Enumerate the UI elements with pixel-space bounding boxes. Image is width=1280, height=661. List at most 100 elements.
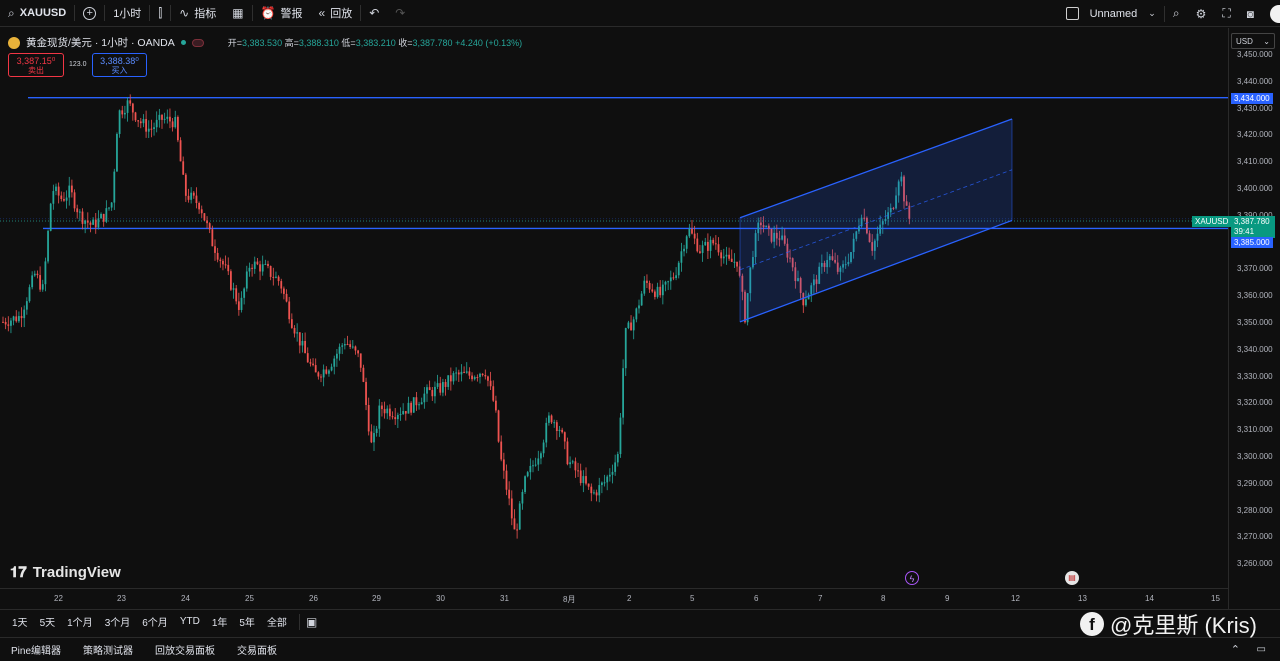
- undo-button[interactable]: ↶: [361, 0, 387, 27]
- candle-body: [333, 358, 336, 367]
- fullscreen-button[interactable]: ⛶: [1214, 0, 1238, 27]
- candle-body: [280, 281, 283, 289]
- candle-body: [791, 258, 794, 268]
- channel-upper-line: [739, 118, 1013, 219]
- candle-body: [391, 416, 394, 418]
- candle-body: [465, 371, 468, 373]
- gear-icon: ⚙: [1195, 6, 1207, 21]
- candle-body: [298, 332, 301, 346]
- legend-title[interactable]: 黄金现货/美元 · 1小时 · OANDA: [26, 37, 175, 49]
- candle-body: [71, 185, 73, 193]
- price-axis-label: 3,400.000: [1237, 184, 1273, 193]
- candle-body: [720, 252, 723, 259]
- candle-body: [868, 233, 871, 243]
- candle-body: [683, 248, 685, 252]
- candle-body: [614, 462, 617, 472]
- us-flag-event-icon[interactable]: ▤: [1065, 571, 1079, 585]
- candle-body: [166, 116, 169, 119]
- candle-body: [320, 376, 322, 378]
- bottom-tab[interactable]: Pine编辑器: [11, 646, 62, 657]
- top-toolbar: ⌕ XAUUSD + 1小时 ⫿ ∿ 指标 ▦ ⏰ 警报 « 回放 ↶ ↷ Un…: [0, 0, 1280, 27]
- flash-event-icon[interactable]: ϟ: [905, 571, 919, 585]
- candle-body: [495, 400, 497, 411]
- currency-select[interactable]: USD ⌄: [1231, 33, 1275, 49]
- bottom-tab[interactable]: 交易面板: [237, 646, 278, 657]
- gold-symbol-icon: [8, 36, 20, 49]
- maximize-panel-icon[interactable]: ▭: [1256, 644, 1266, 655]
- candle-body: [492, 386, 495, 401]
- candle-body: [145, 119, 147, 132]
- range-button[interactable]: 5年: [239, 618, 255, 629]
- replay-button[interactable]: « 回放: [311, 0, 361, 27]
- layout-name: Unnamed: [1089, 7, 1138, 20]
- price-chart[interactable]: [0, 28, 1228, 587]
- redo-button[interactable]: ↷: [387, 0, 413, 27]
- candle-body: [147, 128, 150, 132]
- price-axis-label: 3,430.000: [1237, 103, 1273, 113]
- candle-body: [4, 321, 7, 325]
- range-button[interactable]: 1天: [12, 618, 28, 629]
- range-button[interactable]: YTD: [179, 616, 200, 627]
- candle-body: [826, 260, 829, 268]
- candle-body: [608, 474, 611, 477]
- candle-body: [142, 119, 145, 124]
- candle-body: [113, 171, 116, 203]
- quick-search-button[interactable]: ⌕: [1165, 0, 1188, 27]
- range-button[interactable]: 全部: [266, 618, 287, 629]
- chart-type-button[interactable]: ⫿: [150, 0, 170, 27]
- range-button[interactable]: 5天: [39, 618, 56, 629]
- candle-body: [23, 309, 26, 319]
- candle-body: [73, 192, 76, 209]
- candle-body: [192, 192, 195, 196]
- sell-button[interactable]: 3,387.15⁰ 卖出: [8, 53, 64, 77]
- calendar-icon[interactable]: ▣: [305, 614, 318, 629]
- bottom-tab[interactable]: 策略测试器: [83, 646, 134, 657]
- symbol-search[interactable]: ⌕ XAUUSD: [0, 0, 74, 27]
- bar-countdown: 39:41: [1234, 227, 1255, 236]
- alerts-label: 警报: [280, 8, 303, 20]
- candle-body: [243, 288, 246, 298]
- time-axis-label: 22: [54, 594, 63, 603]
- range-button[interactable]: 1年: [211, 618, 228, 629]
- publish-button[interactable]: [1262, 0, 1280, 27]
- indicators-button[interactable]: ∿ 指标: [171, 0, 224, 27]
- candle-body: [688, 228, 691, 237]
- alerts-button[interactable]: ⏰ 警报: [253, 0, 311, 27]
- layout-button[interactable]: Unnamed ⌄: [1058, 0, 1164, 27]
- candle-body: [44, 261, 47, 285]
- chart-pane[interactable]: [0, 28, 1228, 587]
- candle-body: [68, 185, 71, 198]
- candle-body: [309, 362, 312, 364]
- collapse-panel-icon[interactable]: ⌃: [1230, 644, 1240, 656]
- candle-body: [717, 244, 720, 253]
- candle-body: [341, 345, 344, 347]
- candle-body: [524, 476, 526, 493]
- candle-body: [39, 275, 41, 290]
- candle-body: [222, 260, 224, 265]
- candle-body: [844, 264, 847, 266]
- range-button[interactable]: 1个月: [67, 618, 93, 629]
- candle-body: [571, 461, 574, 463]
- templates-button[interactable]: ▦: [224, 0, 251, 27]
- time-axis-label: 2: [627, 594, 632, 603]
- range-button[interactable]: 3个月: [104, 618, 131, 629]
- candle-body: [900, 176, 903, 182]
- buy-button[interactable]: 3,388.38⁰ 买入: [92, 53, 147, 77]
- candle-body: [603, 482, 606, 484]
- candle-body: [606, 476, 609, 483]
- time-axis[interactable]: 22 23 24 25 26 29 30 31 8月 2 5 6 7 8 9 12 13 14 15: [0, 588, 1228, 609]
- candle-body: [773, 232, 776, 242]
- bottom-tab[interactable]: 回放交易面板: [155, 646, 216, 657]
- settings-button[interactable]: ⚙: [1188, 0, 1215, 27]
- candle-body: [177, 116, 179, 141]
- range-button[interactable]: 6个月: [142, 618, 168, 629]
- time-axis-label: 31: [500, 594, 509, 603]
- candle-body: [730, 258, 733, 262]
- compare-button[interactable]: +: [75, 0, 104, 27]
- price-axis[interactable]: 3,450.000 3,440.000 3,430.000 3,420.000 3,41…: [1228, 28, 1280, 609]
- candle-body: [187, 195, 190, 200]
- snapshot-button[interactable]: ◙: [1239, 0, 1262, 27]
- time-axis-label: 6: [754, 594, 759, 603]
- candle-body: [76, 208, 79, 213]
- interval-button[interactable]: 1小时: [105, 0, 149, 27]
